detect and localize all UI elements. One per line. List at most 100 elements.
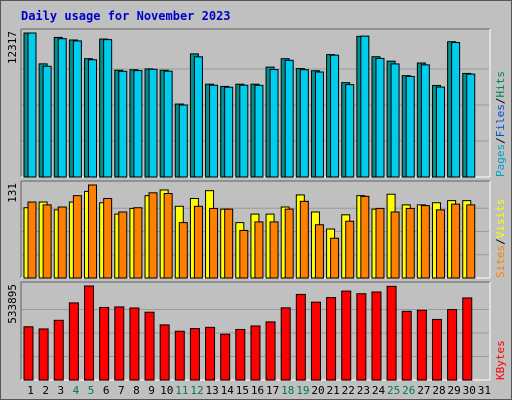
- bar-sites-day-10: [163, 193, 173, 279]
- bar-files-day-5: [88, 59, 98, 178]
- bar-sites-day-7: [118, 211, 128, 279]
- bar-kbytes-day-8: [129, 307, 140, 381]
- bar-files-day-18: [284, 59, 294, 178]
- x-tick-label-day-5: 5: [88, 384, 95, 397]
- bar-kbytes-day-27: [416, 309, 427, 381]
- bar-files-day-25: [390, 63, 400, 178]
- bar-kbytes-day-7: [114, 306, 125, 381]
- bar-sites-day-6: [103, 197, 113, 279]
- bar-kbytes-day-21: [326, 297, 337, 381]
- bar-sites-day-24: [375, 207, 385, 279]
- legend-item: Hits: [494, 71, 507, 98]
- bar-sites-day-27: [420, 205, 430, 279]
- bar-sites-day-11: [178, 222, 188, 279]
- bar-kbytes-day-30: [462, 297, 473, 381]
- bar-kbytes-day-28: [431, 318, 442, 381]
- bar-files-day-19: [299, 69, 309, 178]
- bar-kbytes-day-1: [23, 326, 34, 381]
- x-tick-label-day-29: 29: [448, 384, 461, 397]
- bar-files-day-16: [254, 84, 264, 178]
- legend-item: /: [494, 137, 507, 144]
- bar-kbytes-day-14: [220, 333, 231, 381]
- bar-kbytes-day-24: [371, 291, 382, 381]
- chart-title: Daily usage for November 2023: [21, 9, 231, 23]
- bar-kbytes-day-5: [84, 285, 95, 381]
- x-tick-label-day-22: 22: [342, 384, 355, 397]
- bar-sites-day-13: [209, 207, 219, 279]
- bar-files-day-30: [466, 73, 476, 178]
- legend-item: Files: [494, 104, 507, 137]
- bar-files-day-3: [57, 38, 67, 178]
- bar-files-day-6: [103, 39, 113, 178]
- legend-item: KBytes: [494, 340, 507, 380]
- bar-kbytes-day-22: [341, 290, 352, 381]
- bar-sites-day-12: [193, 205, 203, 279]
- bar-kbytes-day-12: [189, 328, 200, 381]
- bar-kbytes-day-11: [174, 330, 185, 381]
- bar-sites-day-8: [133, 207, 143, 279]
- x-tick-label-day-19: 19: [296, 384, 309, 397]
- x-tick-label-day-26: 26: [402, 384, 415, 397]
- legend-item: /: [494, 238, 507, 245]
- x-tick-label-day-2: 2: [42, 384, 49, 397]
- x-tick-label-day-20: 20: [311, 384, 324, 397]
- bar-files-day-1: [27, 32, 37, 178]
- bar-sites-day-14: [224, 208, 234, 279]
- x-tick-label-day-7: 7: [118, 384, 125, 397]
- bar-sites-day-26: [405, 207, 415, 279]
- bar-files-day-27: [420, 64, 430, 178]
- x-tick-label-day-23: 23: [357, 384, 370, 397]
- x-tick-label-day-27: 27: [417, 384, 430, 397]
- ymax-label-visits-sites: 131: [6, 183, 19, 203]
- x-tick-label-day-13: 13: [205, 384, 218, 397]
- bar-kbytes-day-20: [310, 301, 321, 381]
- x-tick-label-day-28: 28: [432, 384, 445, 397]
- bar-kbytes-day-6: [99, 306, 110, 381]
- bar-files-day-12: [193, 56, 203, 178]
- x-tick-label-day-9: 9: [148, 384, 155, 397]
- bar-kbytes-day-25: [386, 285, 397, 381]
- x-tick-label-day-17: 17: [266, 384, 279, 397]
- bar-kbytes-day-13: [205, 326, 216, 381]
- bar-kbytes-day-10: [159, 324, 170, 381]
- legend-hits-files-pages: Pages/Files/Hits: [494, 71, 507, 177]
- bar-files-day-20: [314, 71, 324, 178]
- x-tick-label-day-6: 6: [103, 384, 110, 397]
- bar-files-day-28: [435, 86, 445, 178]
- bar-files-day-21: [330, 54, 340, 178]
- bar-kbytes-day-19: [295, 293, 306, 381]
- bar-files-day-26: [405, 75, 415, 178]
- x-tick-label-day-24: 24: [372, 384, 386, 397]
- x-tick-label-day-1: 1: [27, 384, 34, 397]
- ymax-label-hits-files-pages: 12317: [6, 31, 19, 64]
- x-tick-label-day-4: 4: [73, 384, 80, 397]
- bar-sites-day-23: [360, 195, 370, 279]
- bar-files-day-14: [224, 86, 234, 178]
- bar-files-day-17: [269, 69, 279, 178]
- bar-kbytes-day-2: [38, 328, 49, 381]
- bar-sites-day-15: [239, 229, 249, 279]
- bar-kbytes-day-17: [265, 321, 276, 381]
- bar-kbytes-day-16: [250, 325, 261, 381]
- bar-files-day-8: [133, 70, 143, 178]
- ymax-label-kbytes: 533895: [6, 284, 19, 324]
- bar-sites-day-17: [269, 221, 279, 279]
- bar-files-day-2: [42, 65, 52, 178]
- bar-files-day-23: [360, 35, 370, 178]
- bar-kbytes-day-29: [447, 309, 458, 381]
- x-tick-label-day-15: 15: [236, 384, 249, 397]
- bar-files-day-4: [72, 40, 82, 178]
- bar-sites-day-1: [27, 201, 37, 279]
- x-tick-label-day-18: 18: [281, 384, 294, 397]
- x-tick-label-day-25: 25: [387, 384, 400, 397]
- bar-kbytes-day-3: [53, 319, 64, 381]
- x-tick-label-day-31: 31: [478, 384, 491, 397]
- legend-item: Visits: [494, 199, 507, 239]
- x-tick-label-day-3: 3: [58, 384, 65, 397]
- bar-kbytes-day-9: [144, 311, 155, 381]
- bar-files-day-10: [163, 70, 173, 178]
- bar-sites-day-3: [57, 206, 67, 279]
- bar-sites-day-5: [88, 184, 98, 279]
- bar-files-day-15: [239, 84, 249, 178]
